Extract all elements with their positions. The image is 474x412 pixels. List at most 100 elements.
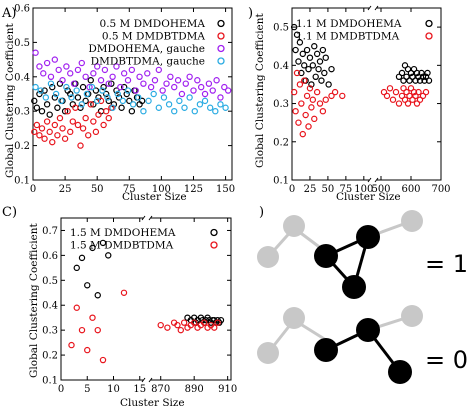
legend-marker: [217, 44, 225, 53]
data-point: [422, 88, 430, 96]
panel-a: A) Global Clustering Coefficient 0.10.20…: [1, 4, 235, 196]
x-tick-label: 5: [84, 384, 90, 395]
data-point: [407, 85, 415, 92]
data-point: [73, 87, 80, 94]
data-point: [201, 319, 208, 326]
data-point: [311, 115, 318, 123]
data-point: [41, 135, 48, 142]
data-point: [99, 356, 107, 364]
data-point: [395, 73, 403, 81]
data-point: [38, 107, 46, 115]
panel-a-plot: 0.1 0.2 0.3 0.4 0.5 0.6 0 25 50 75 100 125 150: [14, 4, 235, 196]
data-point: [217, 94, 224, 101]
data-point: [201, 97, 209, 105]
data-point: [46, 128, 53, 136]
data-point: [123, 90, 130, 98]
data-point: [82, 114, 89, 122]
axis-break-gap: [143, 215, 151, 221]
x-tick-label: 0: [58, 384, 64, 395]
y-tick-label: 0.1: [14, 176, 30, 187]
data-point: [124, 87, 132, 94]
data-point: [73, 304, 80, 311]
data-point: [412, 77, 419, 84]
panel-c-letter: C): [2, 205, 17, 220]
data-point: [105, 114, 112, 122]
data-point: [318, 77, 325, 84]
data-point: [38, 125, 46, 132]
data-point: [32, 83, 39, 91]
data-point: [403, 88, 410, 96]
data-point: [415, 73, 422, 81]
data-point: [186, 73, 193, 81]
data-point: [209, 87, 216, 94]
data-point: [61, 135, 69, 142]
data-point: [302, 111, 309, 119]
data-point: [308, 104, 315, 111]
data-point: [120, 83, 128, 91]
data-point: [401, 96, 409, 103]
y-tick-label: 0.3: [273, 99, 289, 110]
data-point: [120, 289, 128, 296]
data-point: [47, 73, 55, 81]
graph-node-gray: [283, 307, 305, 329]
data-point: [94, 292, 101, 299]
data-point: [85, 132, 92, 139]
data-point: [309, 62, 317, 69]
data-point: [406, 92, 413, 100]
legend-marker: [425, 19, 433, 28]
data-point: [171, 83, 178, 91]
data-point: [61, 107, 69, 115]
data-point: [78, 101, 85, 108]
data-point: [78, 59, 85, 67]
data-point: [212, 107, 219, 115]
data-point: [150, 90, 157, 98]
data-point: [33, 104, 41, 111]
y-tick-label: 0.1: [273, 176, 289, 187]
axis-break-mark: [367, 5, 379, 11]
data-point: [404, 65, 412, 73]
data-point: [97, 97, 105, 105]
data-point: [132, 87, 139, 94]
data-point: [140, 107, 147, 115]
data-point: [296, 81, 304, 88]
data-point: [77, 142, 84, 149]
data-point: [319, 46, 327, 54]
panel-c-xlabel: Cluster Size: [120, 397, 185, 409]
graph-node-black: [314, 338, 338, 362]
legend-entry-label: 0.5 M DMDOHEMA: [100, 18, 206, 30]
data-point: [83, 90, 91, 98]
data-point: [295, 119, 302, 126]
data-point: [201, 90, 209, 98]
legend-entry-label: 1.1 M DMDBTDMA: [296, 31, 400, 43]
data-point: [290, 88, 298, 96]
data-point: [70, 80, 78, 87]
x-tick-label: 600: [401, 184, 420, 195]
legend-entry-label: DMDOHEMA, gauche: [88, 43, 205, 55]
data-point: [222, 104, 229, 111]
data-point: [59, 125, 66, 132]
data-point: [89, 244, 96, 252]
panel-a-letter: A): [1, 6, 16, 21]
data-point: [380, 88, 388, 96]
data-point: [409, 73, 416, 81]
axis-break-gap: [369, 177, 377, 183]
panel-d: ) = 1 = 0: [257, 205, 468, 384]
data-point: [315, 65, 322, 73]
data-point: [37, 87, 44, 94]
data-point: [113, 87, 120, 94]
legend-entry-label: 0.5 M DMDBTDMA: [102, 31, 206, 43]
data-point: [213, 77, 220, 84]
data-point: [90, 70, 97, 77]
data-point: [398, 92, 406, 100]
data-point: [41, 87, 48, 94]
data-point: [214, 319, 221, 326]
data-point: [182, 80, 189, 87]
data-point: [395, 100, 403, 107]
graph-unclustered: [257, 305, 423, 384]
data-point: [328, 92, 335, 100]
legend-entry-label: 1.1 M DMDOHEMA: [296, 18, 402, 30]
data-point: [78, 326, 86, 334]
graph-node-gray: [401, 210, 423, 232]
data-point: [325, 81, 332, 88]
